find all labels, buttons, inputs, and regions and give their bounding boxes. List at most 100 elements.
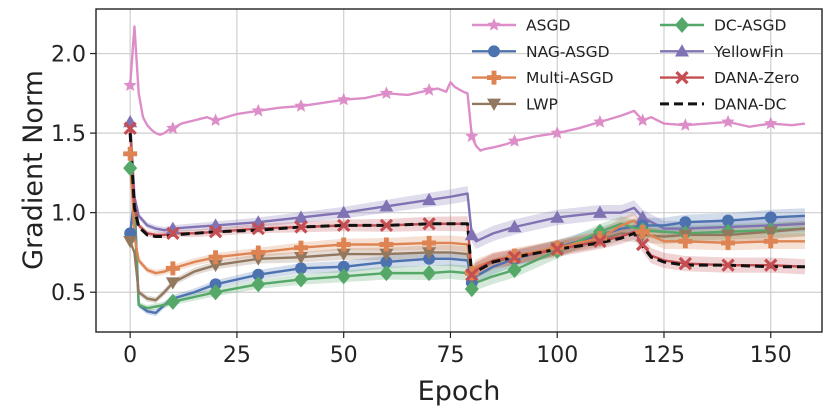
y-axis-title: Gradient Norm xyxy=(18,70,49,270)
nag-asgd-point xyxy=(679,216,692,229)
multi-asgd-point xyxy=(165,261,180,276)
asgd-point xyxy=(123,78,137,92)
multi-asgd-point xyxy=(123,146,138,161)
legend-yellowfin-label: YellowFin xyxy=(713,43,784,61)
multi-asgd-point xyxy=(678,234,693,249)
legend-asgd-marker xyxy=(487,18,501,31)
dana-zero-point xyxy=(764,258,778,272)
asgd-point xyxy=(251,103,265,117)
lwp-point xyxy=(123,236,138,249)
dc-asgd-point xyxy=(293,271,308,288)
lwp-point xyxy=(165,277,180,290)
nag-asgd-point xyxy=(764,211,777,224)
yellowfin-point xyxy=(336,205,351,218)
lwp-point xyxy=(208,259,223,273)
legend-dana-zero-marker xyxy=(675,70,689,85)
asgd-point xyxy=(379,86,394,99)
asgd-point xyxy=(507,134,522,147)
dc-asgd-point xyxy=(379,265,394,282)
x-tick-label: 125 xyxy=(643,343,685,368)
yellowfin-point xyxy=(635,210,650,223)
dana-zero-point xyxy=(123,121,137,135)
dc-asgd-point xyxy=(123,160,138,177)
y-tick-label: 0.5 xyxy=(51,281,86,306)
x-tick-label: 0 xyxy=(123,343,137,368)
lwp-point xyxy=(379,248,394,262)
multi-asgd-point xyxy=(422,235,437,250)
multi-asgd-point xyxy=(251,245,266,260)
multi-asgd-point xyxy=(763,234,778,249)
yellowfin-point xyxy=(379,199,394,212)
dana-zero-point xyxy=(208,225,223,239)
asgd-point xyxy=(166,121,180,134)
dc-asgd-point xyxy=(422,265,437,282)
yellowfin-point xyxy=(422,192,437,206)
legend-multi-asgd-marker xyxy=(487,70,501,85)
nag-asgd-point xyxy=(380,256,393,268)
dana-zero-point xyxy=(550,242,564,256)
asgd-point xyxy=(208,113,223,127)
multi-asgd-point xyxy=(592,231,607,246)
series-markers xyxy=(123,78,778,310)
legend-asgd-label: ASGD xyxy=(526,17,570,35)
y-axis-ticks: 0.5 1.0 1.5 2.0 xyxy=(51,43,96,306)
yellowfin-point xyxy=(293,210,308,223)
dc-asgd-point xyxy=(165,293,180,310)
yellowfin-point xyxy=(507,219,522,233)
legend-dana-dc-label: DANA-DC xyxy=(714,95,786,113)
yellowfin-point xyxy=(550,210,565,223)
lwp-point xyxy=(763,226,778,239)
legend-dc-asgd-label: DC-ASGD xyxy=(714,17,786,35)
dana-zero-point xyxy=(422,217,436,231)
legend-nag-asgd-label: NAG-ASGD xyxy=(526,43,610,61)
yellowfin-point xyxy=(592,205,607,218)
x-axis-title: Epoch xyxy=(418,376,501,407)
dana-zero-point xyxy=(507,250,522,264)
x-tick-label: 150 xyxy=(750,343,792,368)
nag-asgd-line xyxy=(128,195,805,315)
lwp-band xyxy=(130,220,805,304)
asgd-point xyxy=(465,129,479,142)
multi-asgd-point xyxy=(336,237,351,252)
legend-dana-zero-label: DANA-Zero xyxy=(714,69,799,87)
asgd-point xyxy=(422,83,436,96)
y-tick-label: 2.0 xyxy=(51,43,86,68)
legend-yellowfin-marker xyxy=(675,44,689,57)
multi-asgd-point xyxy=(635,224,650,239)
nag-asgd-point xyxy=(295,262,307,275)
y-tick-label: 1.5 xyxy=(51,122,86,147)
dana-zero-point xyxy=(166,226,180,240)
multi-asgd-point xyxy=(208,250,223,265)
dana-zero-point xyxy=(379,218,394,233)
legend-lwp-label: LWP xyxy=(526,95,558,113)
y-tick-label: 1.0 xyxy=(51,202,86,227)
dana-zero-point xyxy=(465,268,479,282)
x-tick-label: 100 xyxy=(536,343,578,368)
x-tick-label: 75 xyxy=(436,343,464,368)
asgd-point xyxy=(721,114,735,128)
asgd-point xyxy=(593,114,607,128)
dc-asgd-point xyxy=(336,268,351,285)
multi-asgd-point xyxy=(379,237,394,252)
x-axis-ticks: 0 25 50 75 100 125 150 xyxy=(123,332,792,368)
dana-zero-point xyxy=(678,256,692,271)
asgd-point xyxy=(294,99,308,112)
legend-dc-asgd-marker xyxy=(675,16,689,34)
asgd-point xyxy=(550,126,564,139)
asgd-point xyxy=(678,118,692,131)
dana-zero-point xyxy=(593,234,607,248)
yellowfin-point xyxy=(464,227,479,241)
nag-asgd-point xyxy=(337,260,350,273)
x-tick-label: 50 xyxy=(330,343,358,368)
legend: ASGD NAG-ASGD Multi-ASGD LWP DC-ASGD YellowFi… xyxy=(472,16,799,113)
multi-asgd-point xyxy=(721,235,736,250)
dc-asgd-point xyxy=(507,261,522,278)
lwp-point xyxy=(251,253,266,266)
nag-asgd-point xyxy=(722,214,734,227)
dana-zero-point xyxy=(635,237,650,252)
dana-zero-point xyxy=(294,220,308,234)
dc-asgd-line xyxy=(128,167,805,310)
lwp-point xyxy=(721,229,736,242)
dc-asgd-point xyxy=(208,284,223,301)
